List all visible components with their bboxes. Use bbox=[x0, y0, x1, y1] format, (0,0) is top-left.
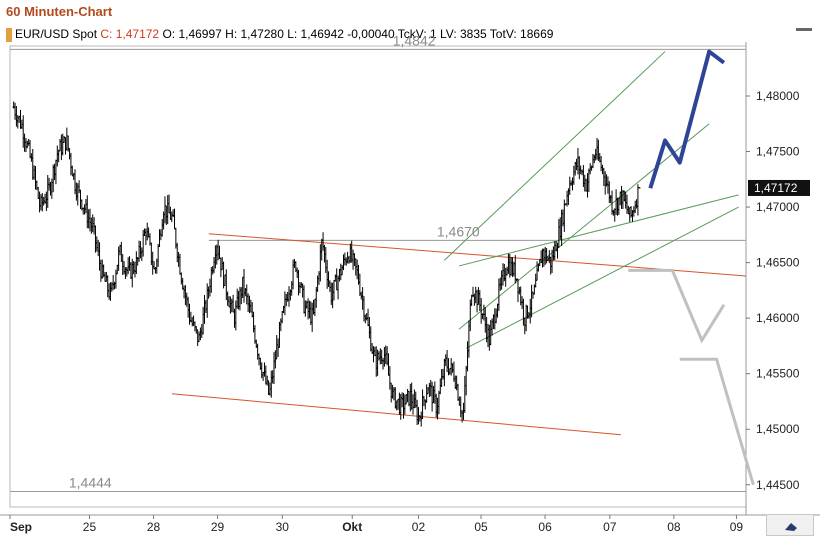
projection-path-blue bbox=[648, 49, 726, 189]
chart-title: 60 Minuten-Chart bbox=[6, 4, 113, 19]
x-tick-label: 09 bbox=[730, 520, 744, 534]
y-tick-label: 1,47000 bbox=[756, 200, 800, 214]
ohlc-values: O: 1,46997 H: 1,47280 L: 1,46942 -0,0004… bbox=[162, 27, 554, 41]
trend-line bbox=[171, 393, 621, 436]
x-tick-label: 07 bbox=[603, 520, 617, 534]
y-tick-label: 1,45000 bbox=[756, 422, 800, 436]
pen-icon bbox=[785, 523, 797, 531]
trend-line bbox=[458, 123, 710, 330]
x-tick-label: 06 bbox=[538, 520, 552, 534]
trend-line bbox=[458, 194, 739, 267]
x-tick-label: Sep bbox=[10, 520, 32, 534]
close-value: 1,47172 bbox=[115, 27, 160, 41]
x-tick-label: 05 bbox=[474, 520, 488, 534]
minimize-icon[interactable] bbox=[796, 28, 812, 31]
x-tick-label: 08 bbox=[667, 520, 681, 534]
drawing-tool-button[interactable] bbox=[766, 514, 814, 536]
y-tick-label: 1,46500 bbox=[756, 256, 800, 270]
projection-path-gray bbox=[628, 268, 726, 344]
x-tick-label: 28 bbox=[147, 520, 161, 534]
plot-area bbox=[9, 45, 747, 508]
level-label: 1,4444 bbox=[69, 474, 112, 490]
x-tick-label: 02 bbox=[412, 520, 426, 534]
projection-path-gray bbox=[679, 357, 755, 486]
level-label: 1,4842 bbox=[393, 32, 436, 48]
y-tick-label: 1,47500 bbox=[756, 145, 800, 159]
close-label: C: bbox=[100, 27, 113, 41]
instrument-marker-icon bbox=[6, 27, 12, 42]
y-tick-label: 1,45500 bbox=[756, 367, 800, 381]
quote-info-bar: EUR/USD Spot C: 1,47172 O: 1,46997 H: 1,… bbox=[6, 27, 553, 43]
trend-line bbox=[443, 51, 666, 261]
x-tick-label: Okt bbox=[342, 520, 362, 534]
current-price-box bbox=[748, 179, 810, 196]
y-tick-label: 1,48000 bbox=[756, 89, 800, 103]
trend-line bbox=[466, 206, 739, 349]
x-tick-label: 25 bbox=[83, 520, 97, 534]
y-tick-label: 1,46000 bbox=[756, 311, 800, 325]
x-tick-label: 29 bbox=[211, 520, 225, 534]
x-tick-label: 30 bbox=[276, 520, 290, 534]
instrument-label: EUR/USD Spot bbox=[15, 27, 98, 41]
level-label: 1,4670 bbox=[437, 223, 480, 239]
current-price-label: 1,47172 bbox=[754, 181, 798, 195]
y-tick-label: 1,44500 bbox=[756, 478, 800, 492]
